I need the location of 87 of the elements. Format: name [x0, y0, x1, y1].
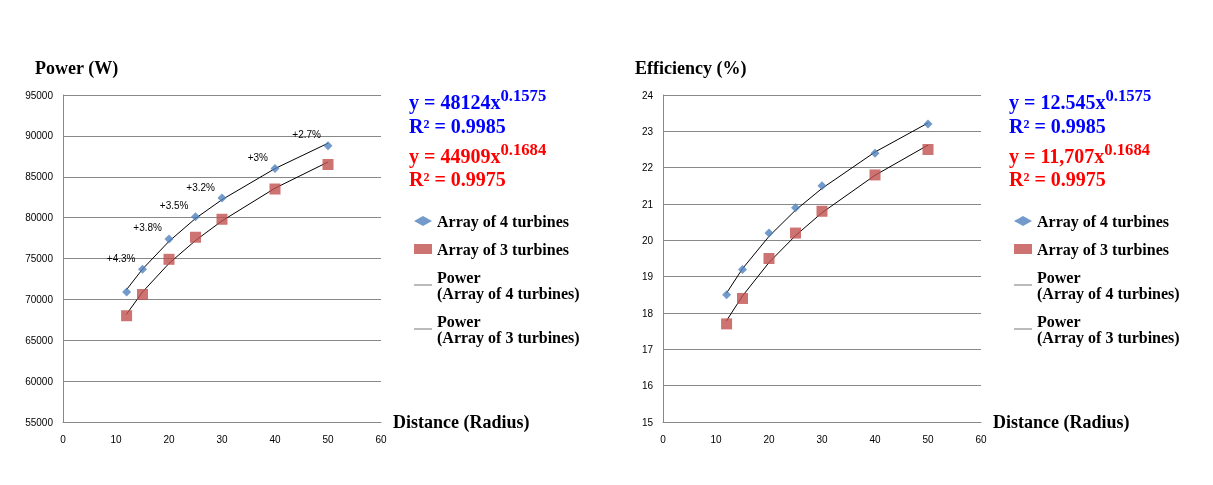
y-tick-label: 24	[641, 89, 654, 101]
point	[217, 193, 227, 203]
x-tick-label: 60	[375, 433, 387, 445]
point	[322, 158, 334, 170]
legend-label: Array of 4 turbines	[437, 212, 569, 231]
point	[190, 231, 201, 243]
legend-label: Array of 4 turbines	[1037, 212, 1169, 231]
y-tick-label: 23	[641, 125, 654, 137]
y-tick-label: 80000	[25, 212, 54, 224]
text: y = 48124x$^{0.1575}$	[409, 85, 547, 114]
x-tick-label: 10	[110, 433, 122, 445]
x-axis-title: Distance (Radius)	[993, 412, 1130, 433]
point	[869, 169, 881, 181]
y-tick-label: 16	[641, 380, 654, 392]
x-tick-label: 10	[710, 433, 722, 445]
point	[922, 144, 934, 155]
y-tick-label: 21	[641, 198, 654, 210]
text: R² = 0.9985	[409, 114, 507, 138]
x-tick-label: 20	[163, 433, 175, 445]
y-tick-label: 75000	[25, 253, 54, 264]
x-tick-label: 0	[60, 433, 67, 445]
legend-label: Array of 3 turbines	[437, 240, 569, 259]
y-tick-label: 20	[641, 234, 654, 246]
annotation: +4.3%	[106, 252, 136, 264]
point	[816, 205, 828, 217]
legend-label: Array of 3 turbines	[1037, 240, 1169, 259]
text: y = 12.545x$^{0.1575}$	[1009, 85, 1152, 114]
point	[737, 292, 748, 304]
y-tick-label: 15	[641, 416, 654, 428]
legend-label: Power (Array of 3 turbines)	[1037, 312, 1180, 347]
text: R² = 0.9975	[1009, 168, 1107, 192]
x-tick-label: 50	[922, 433, 934, 445]
y-tick-label: 19	[641, 271, 654, 283]
y-axis-title: Power (W)	[35, 58, 119, 79]
x-tick-label: 20	[763, 433, 775, 445]
annotation: +2.7%	[292, 129, 322, 141]
x-tick-label: 40	[869, 433, 881, 445]
legend-label: Power (Array of 4 turbines)	[437, 268, 580, 303]
point	[817, 181, 827, 191]
y-tick-label: 55000	[25, 416, 54, 428]
point	[763, 253, 775, 264]
annotation: +3%	[247, 152, 269, 164]
point	[722, 290, 732, 300]
point	[269, 183, 281, 195]
text: y = 44909x$^{0.1684}$	[409, 138, 547, 168]
legend-label: Power (Array of 3 turbines)	[437, 312, 580, 347]
x-tick-label: 50	[322, 433, 334, 445]
point	[122, 287, 132, 297]
point	[121, 310, 133, 322]
point	[270, 164, 280, 174]
point	[738, 264, 747, 274]
point	[216, 213, 228, 225]
x-tick-label: 30	[216, 433, 228, 445]
y-tick-label: 85000	[25, 171, 54, 183]
y-tick-label: 70000	[25, 293, 54, 305]
point	[137, 288, 148, 300]
x-tick-label: 60	[975, 433, 987, 445]
point	[791, 203, 800, 213]
y-tick-label: 60000	[25, 375, 54, 387]
y-tick-label: 90000	[25, 130, 54, 142]
y-tick-label: 17	[641, 343, 654, 355]
y-tick-label: 95000	[25, 89, 54, 101]
point	[138, 264, 147, 274]
point	[870, 148, 880, 158]
x-tick-label: 40	[269, 433, 281, 445]
point	[790, 227, 801, 239]
point	[163, 253, 175, 265]
text: y = 11,707x$^{0.1684}$	[1009, 138, 1152, 168]
x-tick-label: 0	[660, 433, 667, 445]
annotation: +3.5%	[159, 200, 189, 212]
legend-label: Power (Array of 4 turbines)	[1037, 268, 1180, 303]
annotation: +3.2%	[186, 181, 216, 193]
y-tick-label: 18	[641, 307, 654, 319]
point	[721, 318, 733, 330]
y-axis-title: Efficiency (%)	[635, 58, 747, 79]
point	[164, 234, 174, 244]
point	[191, 212, 200, 222]
text: R² = 0.9985	[1009, 114, 1107, 138]
x-tick-label: 30	[816, 433, 828, 445]
annotation: +3.8%	[133, 222, 163, 234]
point	[923, 119, 933, 129]
y-tick-label: 65000	[25, 334, 54, 346]
point	[764, 228, 774, 238]
y-tick-label: 22	[641, 162, 654, 174]
x-axis-title: Distance (Radius)	[393, 412, 530, 433]
text: R² = 0.9975	[409, 168, 507, 192]
point	[323, 141, 333, 151]
